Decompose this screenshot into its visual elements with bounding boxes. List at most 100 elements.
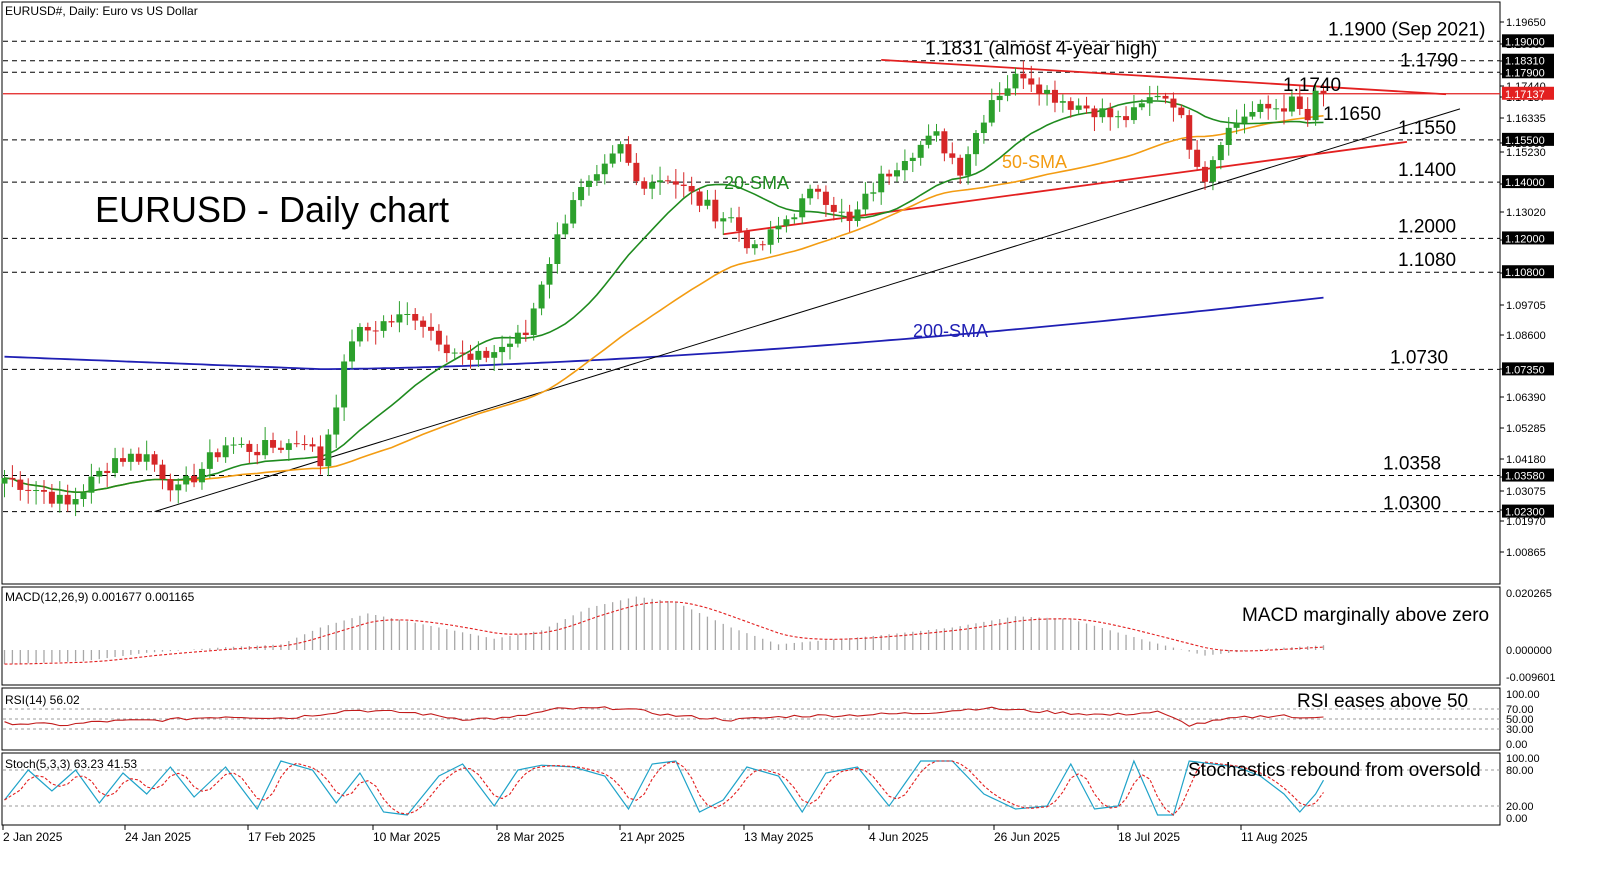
candle-body	[56, 494, 63, 504]
level-label: 1.0300	[1383, 494, 1441, 515]
y-tick-label: 1.19650	[1506, 17, 1546, 29]
candle-body	[333, 407, 340, 435]
price-tag	[1502, 362, 1554, 376]
sma-50-line	[4, 115, 1324, 494]
candle-body	[554, 234, 561, 264]
candle-body	[530, 308, 537, 336]
candle-body	[1004, 88, 1011, 96]
x-tick-label: 2 Jan 2025	[3, 830, 63, 844]
rsi-panel	[3, 706, 1500, 730]
y-tick-label: 1.05285	[1506, 423, 1546, 435]
candle-body	[1099, 108, 1106, 118]
candle-body	[1028, 78, 1035, 85]
candle-body	[309, 444, 316, 447]
price-tag-label: 1.02300	[1505, 507, 1545, 519]
candle-body	[1020, 73, 1027, 79]
candle-body	[48, 491, 55, 504]
sma-200-line	[4, 296, 1324, 371]
candle-body	[1123, 116, 1130, 121]
candle-body	[601, 163, 608, 175]
macd-tick-label: 0.000000	[1506, 645, 1552, 657]
candle-body	[522, 332, 529, 336]
price-tag	[1502, 132, 1554, 146]
y-tick-label: 1.16335	[1506, 113, 1546, 125]
rsi-tick-label: 30.00	[1506, 724, 1534, 736]
stoch-title: Stoch(5,3,3) 63.23 41.53	[5, 757, 137, 771]
x-tick-label: 10 Mar 2025	[373, 830, 441, 844]
candle-body	[988, 100, 995, 123]
candle-body	[104, 470, 111, 473]
stoch-d-line	[4, 760, 1324, 816]
candle-body	[1209, 160, 1216, 182]
candle-body	[254, 451, 261, 456]
candle-body	[862, 193, 869, 210]
stoch-annotation: Stochastics rebound from oversold	[1188, 760, 1481, 781]
candle-body	[815, 188, 822, 192]
sma200-label: 200-SMA	[913, 321, 988, 341]
candle-body	[325, 434, 332, 467]
candle-body	[672, 181, 679, 185]
trend-lines	[154, 58, 1461, 513]
candle-body	[649, 182, 656, 189]
candlesticks	[1, 60, 1327, 517]
candle-body	[1257, 103, 1264, 112]
level-lines	[3, 40, 1500, 513]
candle-body	[404, 313, 411, 315]
price-tag-label: 1.03580	[1505, 471, 1545, 483]
price-tag	[1502, 231, 1554, 245]
candle-body	[1154, 95, 1161, 98]
candle-body	[1202, 166, 1209, 182]
candle-body	[40, 490, 47, 492]
x-tick-label: 28 Mar 2025	[497, 830, 565, 844]
candle-body	[1146, 97, 1153, 104]
level-label: 1.1080	[1398, 250, 1456, 271]
candle-body	[1288, 96, 1295, 112]
candle-body	[1115, 116, 1122, 118]
candle-body	[957, 157, 964, 176]
y-tick-label: 1.08600	[1506, 330, 1546, 342]
level-label: 1.0730	[1390, 347, 1448, 368]
candle-body	[135, 453, 142, 462]
candle-body	[712, 199, 719, 222]
candle-body	[293, 443, 300, 445]
candle-body	[151, 454, 158, 465]
candle-body	[783, 219, 790, 226]
panel-frames	[1, 1, 1501, 826]
candle-body	[1281, 108, 1288, 112]
candle-body	[1107, 108, 1114, 118]
candle-body	[657, 180, 664, 183]
y-tick-label: 1.04180	[1506, 454, 1546, 466]
candle-body	[420, 320, 427, 327]
candle-body	[1178, 107, 1185, 116]
price-tag	[1502, 175, 1554, 189]
candle-body	[759, 244, 766, 246]
macd-title: MACD(12,26,9) 0.001677 0.001165	[5, 590, 195, 604]
candle-body	[167, 479, 174, 491]
candle-body	[1320, 90, 1327, 94]
macd-tick-label: 0.020265	[1506, 588, 1552, 600]
annotation-1740: 1.1740	[1283, 75, 1341, 96]
candle-body	[435, 330, 442, 345]
sma50-label: 50-SMA	[1002, 152, 1067, 172]
candle-body	[1138, 103, 1145, 108]
sma-50-path	[4, 115, 1324, 494]
y-tick-label: 1.06390	[1506, 392, 1546, 404]
candle-body	[1225, 127, 1232, 146]
candle-body	[1233, 123, 1240, 128]
price-tag	[1502, 504, 1554, 518]
candle-body	[909, 157, 916, 162]
candle-body	[965, 154, 972, 176]
candle-body	[838, 211, 845, 213]
macd-panel-frame	[1, 586, 1501, 686]
level-label: 1.1790	[1400, 50, 1458, 71]
price-tag-label: 1.17900	[1505, 67, 1545, 79]
candle-body	[499, 346, 506, 353]
sma-20-line	[4, 100, 1324, 494]
y-tick-label: 1.15230	[1506, 147, 1546, 159]
x-tick-label: 11 Aug 2025	[1241, 830, 1308, 844]
candle-body	[1249, 111, 1256, 117]
sma-200-path	[4, 296, 1324, 371]
candle-body	[159, 464, 166, 480]
candle-body	[119, 458, 126, 462]
